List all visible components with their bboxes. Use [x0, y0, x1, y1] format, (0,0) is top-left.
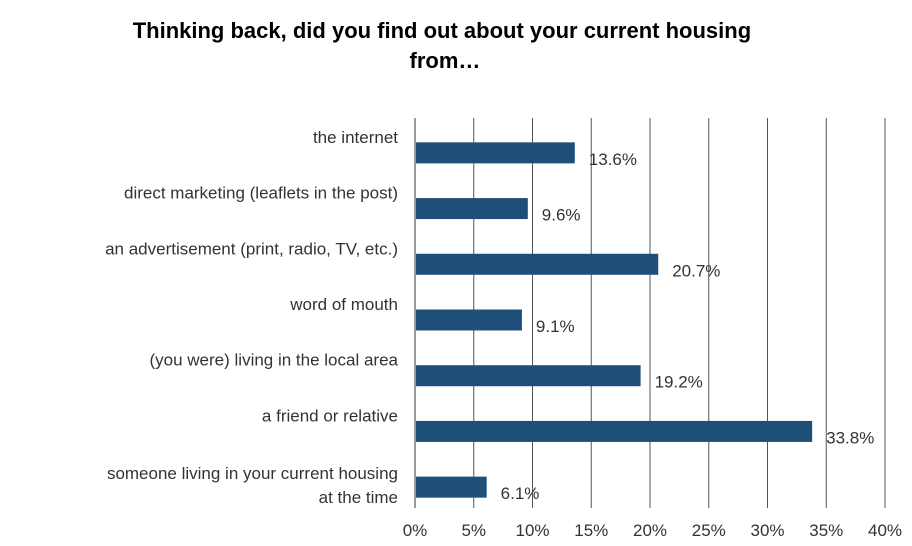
data-label: 19.2% — [655, 373, 703, 392]
bar — [416, 420, 813, 442]
x-tick-label: 40% — [868, 521, 902, 540]
x-tick-label: 30% — [750, 521, 784, 540]
x-tick-label: 20% — [633, 521, 667, 540]
category-label: word of mouth — [289, 295, 398, 314]
data-label: 33.8% — [826, 428, 874, 447]
gridlines — [414, 118, 886, 508]
category-label: (you were) living in the local area — [149, 351, 398, 370]
category-label: the internet — [313, 128, 398, 147]
category-label: an advertisement (print, radio, TV, etc.… — [105, 239, 398, 258]
x-tick-label: 25% — [692, 521, 726, 540]
data-label: 6.1% — [501, 484, 540, 503]
bar — [416, 142, 575, 164]
bar — [416, 365, 641, 387]
chart-title: Thinking back, did you find out about yo… — [133, 18, 758, 73]
bars — [416, 142, 813, 498]
x-axis-ticks: 0% 5% 10% 15% 20% 25% 30% 35% 40% — [403, 521, 902, 540]
category-labels: the internet direct marketing (leaflets i… — [105, 128, 398, 507]
x-tick-label: 0% — [403, 521, 428, 540]
category-label: direct marketing (leaflets in the post) — [124, 184, 398, 203]
data-label: 9.1% — [536, 317, 575, 336]
bar — [416, 309, 522, 331]
x-tick-label: 35% — [809, 521, 843, 540]
x-tick-label: 10% — [515, 521, 549, 540]
x-tick-label: 15% — [574, 521, 608, 540]
bar — [416, 253, 659, 275]
category-label: someone living in your current housing at… — [107, 464, 398, 507]
data-label: 20.7% — [672, 261, 720, 280]
data-label: 13.6% — [589, 150, 637, 169]
bar — [416, 476, 487, 498]
chart-title-line-2: from… — [410, 48, 481, 73]
chart-title-line-1: Thinking back, did you find out about yo… — [133, 18, 751, 43]
bar — [416, 198, 528, 220]
category-label: a friend or relative — [262, 406, 398, 425]
x-tick-label: 5% — [461, 521, 486, 540]
data-labels: 13.6% 9.6% 20.7% 9.1% 19.2% 33.8% 6.1% — [501, 150, 875, 503]
data-label: 9.6% — [542, 206, 581, 225]
